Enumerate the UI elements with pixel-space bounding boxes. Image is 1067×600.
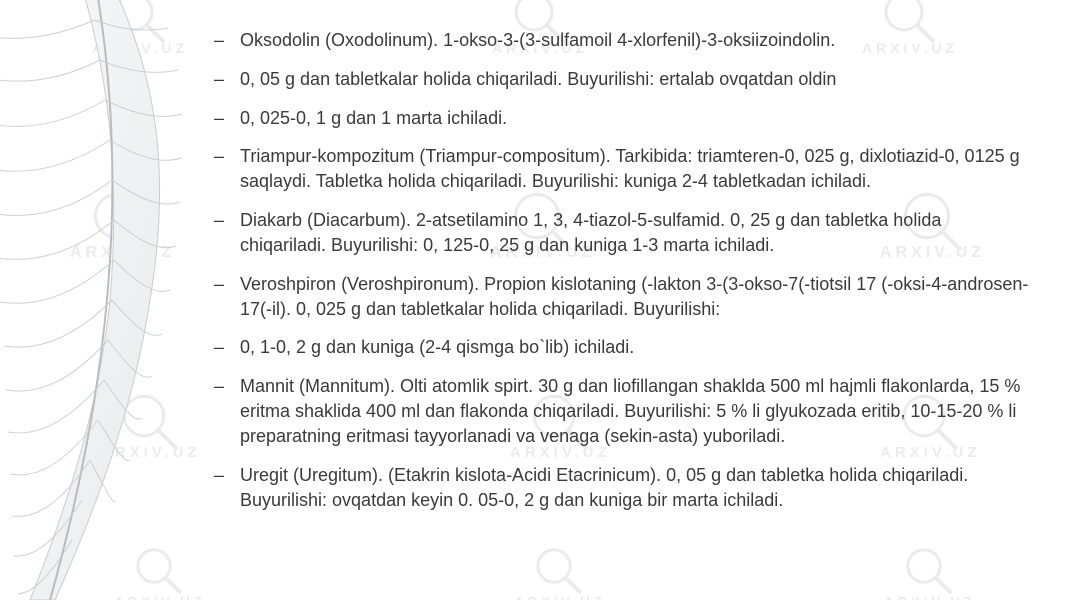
watermark-instance: ARXIV.UZ (70, 190, 175, 262)
watermark-text: ARXIV.UZ (884, 594, 975, 600)
watermark-text: ARXIV.UZ (100, 444, 201, 461)
feather-graphic (0, 0, 220, 600)
bullet-item: 0, 025-0, 1 g dan 1 marta ichiladi. (200, 106, 1030, 131)
watermark-text: ARXIV.UZ (514, 594, 605, 600)
watermark-instance: ARXIV.UZ (100, 390, 201, 461)
watermark-instance: ARXIV.UZ (880, 540, 980, 600)
watermark-text: ARXIV.UZ (114, 594, 205, 600)
bullet-item: Mannit (Mannitum). Olti atomlik spirt. 3… (200, 374, 1030, 448)
bullet-item: 0, 1-0, 2 g dan kuniga (2-4 qismga bo`li… (200, 335, 1030, 360)
bullet-item: Veroshpiron (Veroshpironum). Propion kis… (200, 272, 1030, 322)
bullet-item: Diakarb (Diacarbum). 2-atsetilamino 1, 3… (200, 208, 1030, 258)
watermark-instance: ARXIV.UZ (510, 540, 610, 600)
bullet-item: Uregit (Uregitum). (Etakrin kislota-Acid… (200, 463, 1030, 513)
watermark-instance: ARXIV.UZ (90, 0, 190, 56)
watermark-text: ARXIV.UZ (70, 244, 175, 262)
watermark-instance: ARXIV.UZ (110, 540, 210, 600)
bullet-item: Triampur-kompozitum (Triampur-compositum… (200, 144, 1030, 194)
watermark-text: ARXIV.UZ (92, 40, 188, 56)
bullet-item: Oksodolin (Oxodolinum). 1-okso-3-(3-sulf… (200, 28, 1030, 53)
bullet-list: Oksodolin (Oxodolinum). 1-okso-3-(3-sulf… (200, 28, 1030, 512)
slide-content: Oksodolin (Oxodolinum). 1-okso-3-(3-sulf… (200, 28, 1030, 526)
bullet-item: 0, 05 g dan tabletkalar holida chiqarila… (200, 67, 1030, 92)
